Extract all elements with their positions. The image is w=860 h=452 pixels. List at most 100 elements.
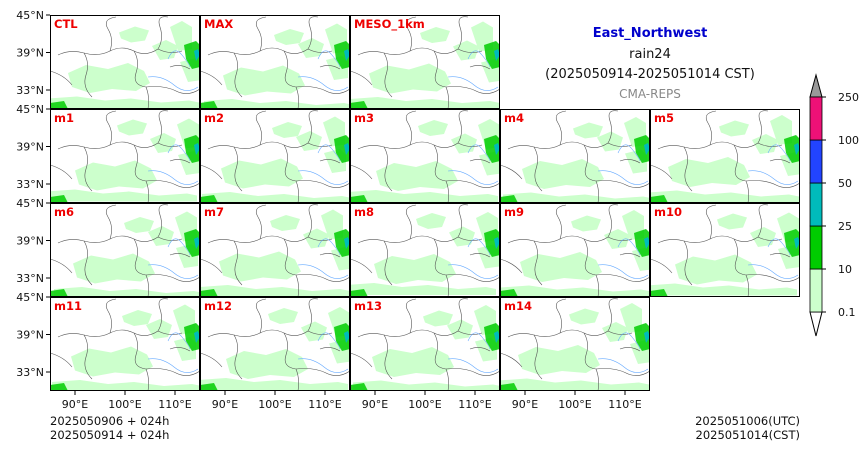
province-boundary	[469, 65, 491, 70]
panel-frame	[50, 109, 200, 203]
panel-frame	[200, 203, 350, 297]
light-rain-area	[75, 160, 157, 191]
rain-field	[50, 304, 200, 391]
river-line	[597, 358, 649, 373]
province-boundary	[705, 110, 717, 146]
province-boundary	[295, 86, 350, 94]
map-panel: CTL	[50, 15, 200, 109]
lat-tick-label: 45°N	[16, 103, 44, 116]
province-boundary	[133, 332, 149, 391]
colorbar-level-label: 25	[838, 220, 852, 233]
light-rain-area	[500, 378, 649, 391]
province-boundary	[507, 141, 633, 150]
moderate-rain-area	[184, 41, 200, 69]
heavy-rain-area	[494, 331, 500, 343]
map-panel: m14	[500, 297, 650, 391]
light-rain-area	[372, 347, 454, 377]
province-boundary	[445, 180, 500, 188]
map-panel: m13	[350, 297, 500, 391]
lon-tick-label: 90°E	[362, 398, 388, 411]
moderate-rain-area	[484, 135, 500, 163]
member-label: m9	[504, 205, 524, 219]
panel-frame	[200, 297, 350, 391]
province-boundary	[283, 238, 299, 297]
light-rain-area	[226, 349, 308, 379]
river-line	[317, 238, 341, 256]
light-rain-area	[518, 345, 600, 375]
source-label: CMA-REPS	[619, 87, 681, 101]
river-line	[617, 332, 641, 350]
province-boundary	[50, 164, 73, 180]
moderate-rain-area	[650, 289, 668, 297]
lon-tick-label: 100°E	[408, 398, 441, 411]
light-rain-area	[520, 252, 602, 282]
light-rain-area	[369, 63, 451, 94]
moderate-rain-area	[50, 383, 68, 391]
light-rain-area	[221, 158, 303, 189]
light-rain-area	[298, 38, 324, 58]
province-boundary	[283, 332, 299, 391]
moderate-rain-area	[350, 289, 368, 297]
member-label: m7	[204, 205, 224, 219]
rain-field	[650, 115, 800, 203]
light-rain-area	[350, 190, 498, 202]
province-boundary	[383, 146, 393, 192]
map-panel-grid: CTL MAX MESO_1km m1 m2 m3 m4 m5 m6 m7 m8 m9 m10 m11 m1…	[16, 9, 800, 411]
province-boundary	[383, 52, 393, 98]
member-label: m2	[204, 111, 224, 125]
province-boundary	[357, 47, 483, 56]
province-boundary	[583, 238, 599, 297]
panel-frame	[500, 297, 650, 391]
river-line	[747, 170, 799, 185]
map-panel: m11	[50, 297, 200, 391]
light-rain-area	[71, 346, 153, 377]
panel-frame	[50, 15, 200, 109]
light-rain-area	[270, 215, 300, 231]
river-line	[447, 170, 499, 185]
moderate-rain-area	[484, 41, 500, 69]
heavy-rain-area	[194, 331, 200, 343]
panel-frame	[350, 297, 500, 391]
light-rain-area	[650, 283, 797, 296]
map-panel: m1	[50, 109, 200, 203]
member-label: m13	[354, 299, 382, 313]
member-label: CTL	[54, 17, 78, 31]
region-title: East_Northwest	[593, 26, 708, 41]
river-line	[767, 144, 791, 162]
figure-header: East_Northwest rain24 (2025050914-202505…	[545, 26, 755, 101]
colorbar-level-label: 250	[838, 91, 859, 104]
province-boundary	[705, 204, 717, 240]
province-boundary	[207, 141, 333, 150]
heavy-rain-area	[344, 237, 350, 249]
province-boundary	[555, 298, 567, 334]
colorbar-over-arrow	[809, 73, 823, 98]
lon-tick-label: 110°E	[158, 398, 191, 411]
moderate-rain-area	[484, 229, 500, 257]
moderate-rain-area	[184, 229, 200, 257]
river-line	[597, 264, 649, 279]
moderate-rain-area	[350, 383, 368, 391]
province-boundary	[295, 180, 350, 188]
heavy-rain-area	[194, 143, 200, 155]
province-boundary	[50, 258, 73, 274]
province-boundary	[57, 235, 183, 244]
light-rain-area	[423, 310, 453, 327]
lon-tick-label: 90°E	[512, 398, 538, 411]
light-rain-area	[150, 133, 176, 153]
province-boundary	[319, 347, 341, 352]
province-boundary	[169, 347, 191, 352]
province-boundary	[350, 352, 373, 368]
river-line	[317, 50, 341, 68]
member-label: m12	[204, 299, 232, 313]
panel-frame	[500, 203, 650, 297]
province-boundary	[50, 70, 73, 86]
light-rain-area	[571, 215, 601, 232]
province-boundary	[769, 253, 791, 258]
member-label: MAX	[204, 17, 233, 31]
light-rain-area	[350, 283, 496, 295]
moderate-rain-area	[500, 195, 518, 203]
light-rain-area	[604, 229, 630, 249]
province-boundary	[255, 110, 267, 146]
rain-field	[500, 303, 650, 391]
river-line	[447, 76, 499, 91]
